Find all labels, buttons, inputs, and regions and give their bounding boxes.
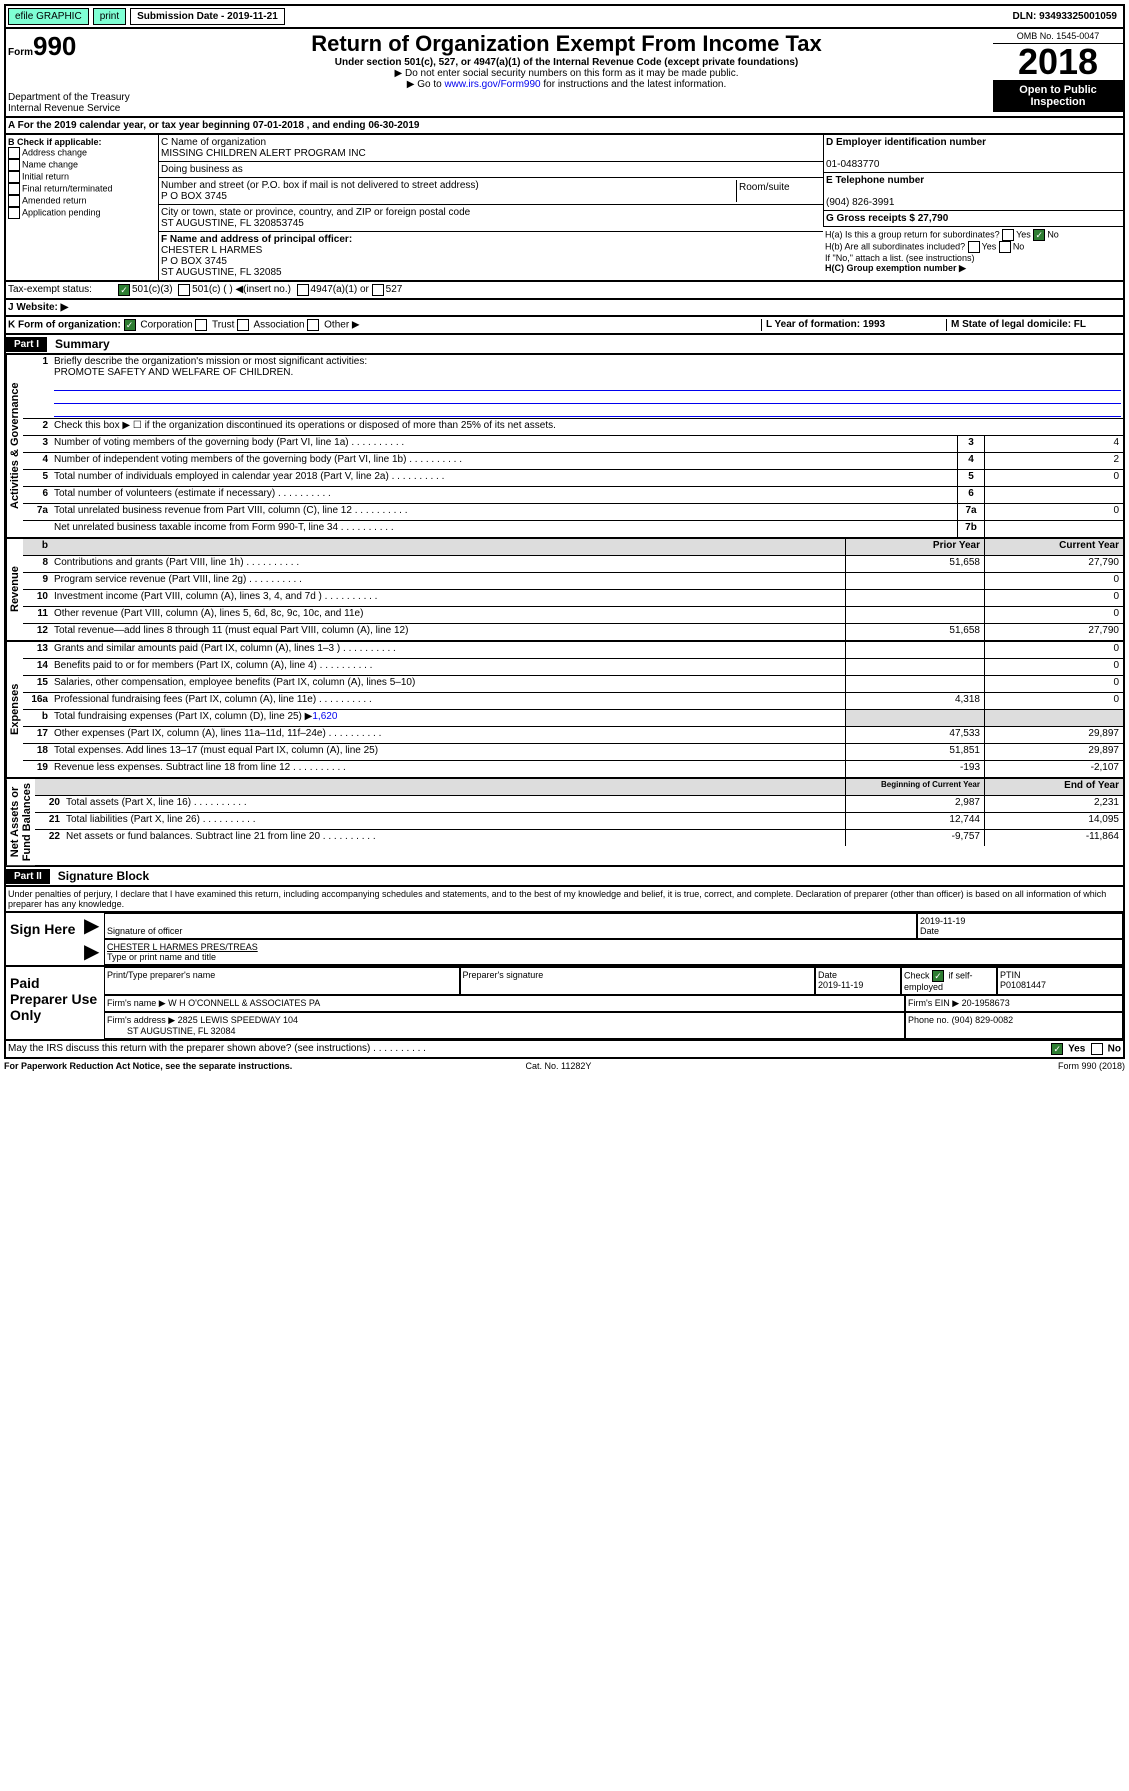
net-assets-section: Net Assets orFund Balances Beginning of …	[4, 779, 1125, 867]
dln: DLN: 93493325001059	[1006, 9, 1123, 24]
tel-label: E Telephone number	[826, 175, 924, 186]
form-label: Form	[8, 47, 33, 58]
discuss-label: May the IRS discuss this return with the…	[8, 1043, 426, 1055]
period-line: A For the 2019 calendar year, or tax yea…	[4, 118, 1125, 135]
cb-4947[interactable]	[297, 284, 309, 296]
sign-here-block: Sign Here ▶ Signature of officer 2019-11…	[4, 913, 1125, 967]
cb-pending[interactable]	[8, 207, 20, 219]
form-header: Form990 Department of the Treasury Inter…	[4, 29, 1125, 118]
revenue-section: Revenue bPrior YearCurrent Year 8Contrib…	[4, 539, 1125, 642]
cb-501c[interactable]	[178, 284, 190, 296]
paid-label: Paid Preparer Use Only	[6, 967, 104, 1039]
room-label: Room/suite	[736, 180, 821, 202]
na-label: Net Assets orFund Balances	[6, 779, 35, 865]
tel-value: (904) 826-3991	[826, 197, 894, 208]
year-formation: L Year of formation: 1993	[761, 319, 946, 331]
perjury-text: Under penalties of perjury, I declare th…	[4, 887, 1125, 913]
goto-post: for instructions and the latest informat…	[541, 79, 727, 90]
sign-here-label: Sign Here	[6, 913, 84, 965]
part-ii-header: Part II Signature Block	[4, 867, 1125, 887]
tax-status-label: Tax-exempt status:	[8, 284, 118, 296]
entity-block: B Check if applicable: Address change Na…	[4, 135, 1125, 282]
state-domicile: M State of legal domicile: FL	[946, 319, 1121, 331]
org-addr: P O BOX 3745	[161, 191, 227, 202]
gross-label: G Gross receipts $ 27,790	[826, 213, 948, 224]
cb-corp[interactable]: ✓	[124, 319, 136, 331]
exp-label: Expenses	[6, 642, 23, 777]
form-title: Return of Organization Exempt From Incom…	[142, 31, 991, 57]
form-subtitle-1: Under section 501(c), 527, or 4947(a)(1)…	[142, 57, 991, 68]
cb-assoc[interactable]	[237, 319, 249, 331]
form-subtitle-2: ▶ Do not enter social security numbers o…	[142, 68, 991, 79]
cb-hb-yes[interactable]	[968, 241, 980, 253]
addr-label: Number and street (or P.O. box if mail i…	[161, 180, 479, 191]
cb-ha-no[interactable]: ✓	[1033, 229, 1045, 241]
goto-pre: ▶ Go to	[407, 79, 445, 90]
website-label: J Website: ▶	[4, 300, 1125, 317]
check-b-header: B Check if applicable:	[8, 137, 156, 147]
top-bar: efile GRAPHIC print Submission Date - 20…	[4, 4, 1125, 29]
ein-label: D Employer identification number	[826, 137, 986, 148]
activities-governance: Activities & Governance 1Briefly describ…	[4, 355, 1125, 539]
cb-amended[interactable]	[8, 195, 20, 207]
ag-label: Activities & Governance	[6, 355, 23, 537]
org-name-label: C Name of organization	[161, 137, 266, 148]
cb-initial[interactable]	[8, 171, 20, 183]
hb-label: H(b) Are all subordinates included?	[825, 241, 965, 251]
cb-discuss-yes[interactable]: ✓	[1051, 1043, 1063, 1055]
cb-trust[interactable]	[195, 319, 207, 331]
part-i-header: Part I Summary	[4, 335, 1125, 355]
cb-final[interactable]	[8, 183, 20, 195]
dept-label: Department of the Treasury	[8, 92, 138, 103]
officer-label: F Name and address of principal officer:	[161, 234, 821, 245]
tax-year: 2018	[993, 44, 1123, 80]
cb-ha-yes[interactable]	[1002, 229, 1014, 241]
cb-discuss-no[interactable]	[1091, 1043, 1103, 1055]
cb-other[interactable]	[307, 319, 319, 331]
open-to-public: Open to Public Inspection	[993, 80, 1123, 112]
officer-city: ST AUGUSTINE, FL 32085	[161, 267, 821, 278]
cb-name[interactable]	[8, 159, 20, 171]
cb-address[interactable]	[8, 147, 20, 159]
ein-value: 01-0483770	[826, 159, 879, 170]
efile-button[interactable]: efile GRAPHIC	[8, 8, 89, 25]
submission-date: Submission Date - 2019-11-21	[130, 8, 285, 25]
cb-hb-no[interactable]	[999, 241, 1011, 253]
dba-label: Doing business as	[161, 164, 243, 175]
paid-preparer-block: Paid Preparer Use Only Print/Type prepar…	[4, 967, 1125, 1041]
hc-label: H(C) Group exemption number ▶	[825, 263, 1121, 274]
rev-label: Revenue	[6, 539, 23, 640]
city-label: City or town, state or province, country…	[161, 207, 470, 218]
expenses-section: Expenses 13Grants and similar amounts pa…	[4, 642, 1125, 779]
fundraising-link[interactable]: 1,620	[312, 711, 337, 722]
print-button[interactable]: print	[93, 8, 126, 25]
org-city: ST AUGUSTINE, FL 320853745	[161, 218, 304, 229]
cb-501c3[interactable]: ✓	[118, 284, 130, 296]
officer-addr: P O BOX 3745	[161, 256, 821, 267]
ha-label: H(a) Is this a group return for subordin…	[825, 229, 1000, 239]
cb-self-emp[interactable]: ✓	[932, 970, 944, 982]
irs-link[interactable]: www.irs.gov/Form990	[444, 79, 540, 90]
irs-label: Internal Revenue Service	[8, 103, 138, 114]
footer: For Paperwork Reduction Act Notice, see …	[4, 1059, 1125, 1071]
h-note: If "No," attach a list. (see instruction…	[825, 253, 1121, 263]
org-name: MISSING CHILDREN ALERT PROGRAM INC	[161, 148, 366, 159]
cb-527[interactable]	[372, 284, 384, 296]
officer-name: CHESTER L HARMES	[161, 245, 821, 256]
form-number: 990	[33, 31, 76, 61]
